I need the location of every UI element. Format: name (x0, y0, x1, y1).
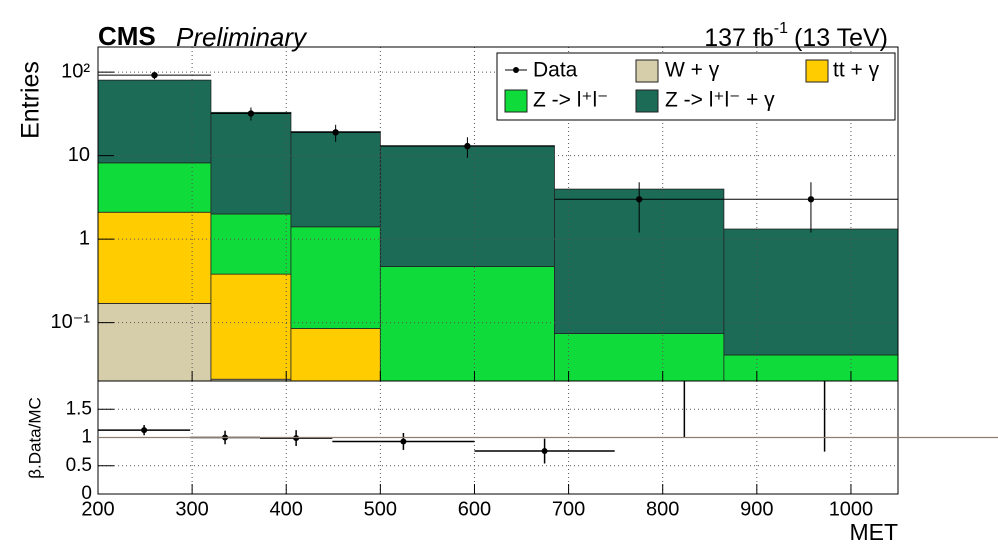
ratio-point (141, 427, 148, 434)
data-point (464, 142, 471, 150)
x-tick-label: 500 (364, 498, 397, 520)
ratio-y-tick-label: 1.5 (66, 398, 92, 419)
legend-marker (513, 67, 519, 73)
ratio-y-tick-label: 0.5 (66, 455, 92, 476)
y-tick-label: 10 (68, 144, 90, 166)
y-tick-label: 1 (79, 227, 90, 249)
histogram-bar (379, 266, 555, 381)
x-tick-label: 700 (552, 498, 585, 520)
legend-swatch (635, 59, 659, 83)
y-tick-label: 10⁻¹ (51, 311, 91, 333)
x-tick-label: 300 (175, 498, 208, 520)
legend-label: Data (533, 59, 578, 82)
x-tick-label: 800 (646, 498, 679, 520)
histogram-bar (98, 162, 212, 213)
histogram-bar (723, 228, 898, 356)
legend-label: tt + γ (833, 59, 880, 82)
chart-title: CMS (98, 21, 156, 51)
ratio-y-tick-label: 1 (81, 427, 92, 448)
histogram-bar (98, 302, 212, 381)
histogram-bar (554, 333, 725, 381)
y-axis-label: Entries (17, 61, 45, 139)
ratio-point (400, 438, 407, 445)
histogram-bar (290, 226, 381, 329)
histogram-bar (379, 145, 555, 267)
histogram-bar (210, 213, 292, 275)
data-point (332, 129, 339, 136)
y-tick-label: 10² (61, 60, 90, 82)
legend-label: W + γ (665, 59, 720, 82)
lumi-exponent: -1 (774, 20, 788, 37)
histogram-bar (290, 328, 381, 381)
ratio-y-label: β.Data/MC (25, 397, 44, 479)
data-point (151, 71, 158, 79)
x-tick-label: 1000 (829, 498, 874, 520)
x-tick-label: 600 (458, 498, 491, 520)
x-tick-label: 200 (81, 498, 114, 520)
histogram-bar (98, 79, 212, 164)
data-point (635, 196, 643, 203)
legend-swatch (504, 89, 528, 113)
ratio-y-tick-label: 0 (81, 483, 92, 504)
histogram-bar (290, 131, 381, 228)
x-tick-label: 400 (270, 498, 303, 520)
legend: Data W + γ tt + γ Z -> l⁺l⁻ Z -> l⁺l⁻ + γ (496, 52, 896, 121)
legend-label: Z -> l⁺l⁻ + γ (665, 89, 775, 112)
ratio-point (541, 448, 548, 455)
upper-plot (98, 47, 898, 381)
x-tick-label: 900 (740, 498, 773, 520)
data-point (247, 110, 255, 117)
legend-swatch (805, 59, 829, 83)
x-axis-label: MET (849, 519, 898, 545)
histogram-bar (98, 211, 212, 304)
histogram-bar (210, 273, 292, 380)
legend-swatch (635, 89, 659, 113)
histogram-bar (210, 111, 292, 215)
data-point (807, 196, 815, 203)
legend-box (496, 52, 896, 121)
legend-label: Z -> l⁺l⁻ (533, 89, 608, 112)
histogram-bar (723, 354, 898, 381)
